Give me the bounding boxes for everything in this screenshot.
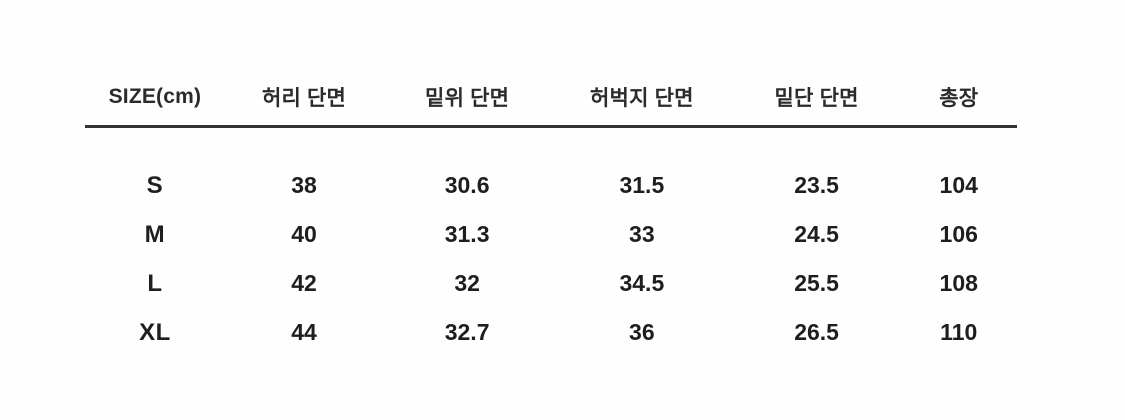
cell-s-total: 104 [939, 172, 978, 198]
cell-size-s: S [146, 171, 164, 199]
cell-size-xl: XL [139, 318, 171, 346]
cell-s-waist: 38 [291, 172, 317, 198]
cell-l-total: 108 [939, 270, 978, 296]
col-header-rise: 밑위 단면 [383, 68, 551, 128]
cell-l-hem: 25.5 [794, 270, 839, 296]
size-chart-table: SIZE(cm) 허리 단면 밑위 단면 허벅지 단면 밑단 단면 총장 S 3… [85, 68, 1017, 357]
cell-xl-waist: 44 [291, 319, 317, 345]
table-row: L 42 32 34.5 25.5 108 [85, 259, 1017, 308]
cell-l-thigh: 34.5 [619, 270, 665, 296]
cell-size-m: M [144, 220, 166, 248]
cell-l-rise: 32 [454, 270, 480, 296]
cell-s-rise: 30.6 [444, 172, 490, 198]
cell-m-thigh: 33 [629, 221, 655, 247]
table-row: M 40 31.3 33 24.5 106 [85, 210, 1017, 259]
col-header-total-length: 총장 [900, 68, 1017, 128]
table-row: XL 44 32.7 36 26.5 110 [85, 308, 1017, 357]
spacer-row [85, 127, 1017, 162]
header-row: SIZE(cm) 허리 단면 밑위 단면 허벅지 단면 밑단 단면 총장 [85, 68, 1017, 128]
table-row: S 38 30.6 31.5 23.5 104 [85, 161, 1017, 210]
cell-m-total: 106 [939, 221, 978, 247]
col-header-waist: 허리 단면 [224, 68, 384, 128]
cell-xl-total: 110 [940, 319, 978, 345]
cell-s-thigh: 31.5 [619, 172, 665, 198]
cell-xl-hem: 26.5 [794, 319, 839, 345]
cell-xl-thigh: 36 [629, 319, 655, 345]
col-header-thigh: 허벅지 단면 [550, 68, 733, 128]
col-header-hem: 밑단 단면 [732, 68, 901, 128]
cell-s-hem: 23.5 [794, 172, 839, 198]
cell-m-rise: 31.3 [444, 221, 490, 247]
cell-xl-rise: 32.7 [444, 319, 490, 345]
cell-l-waist: 42 [291, 270, 317, 296]
cell-m-waist: 40 [291, 221, 317, 247]
cell-m-hem: 24.5 [794, 221, 839, 247]
cell-size-l: L [147, 269, 163, 297]
col-header-size: SIZE(cm) [85, 68, 225, 128]
